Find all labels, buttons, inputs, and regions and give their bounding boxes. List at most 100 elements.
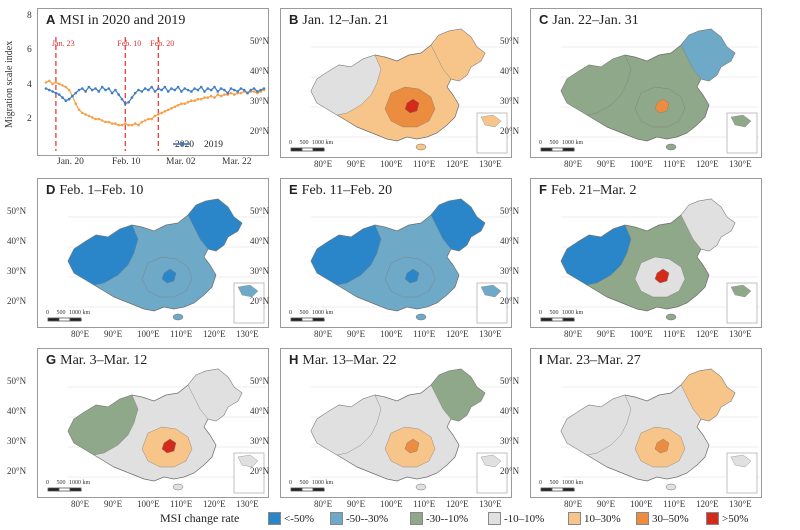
lat-tick-label: 30°N [250,96,270,106]
legend-item-10-30: 10–30% [568,512,621,525]
map-region-hotspot [654,268,670,284]
lon-tick-label: 100°E [630,329,653,339]
event-annotation: Feb. 10 [117,39,141,48]
series-point-2019 [252,87,256,90]
series-point-2019 [140,90,144,93]
event-annotation: Feb. 20 [150,39,174,48]
map-panel-h: H Mar. 13–Mar. 22 0 500 1 [280,348,512,498]
map-region-northeast [430,368,486,422]
panel-a-title-text: MSI in 2020 and 2019 [59,13,186,28]
lon-tick-label: 130°E [236,499,259,509]
series-point-2019 [173,88,177,92]
lon-tick-label: 80°E [314,499,333,509]
scale-bar [540,487,575,492]
china-map [290,28,509,154]
legend-item-50-30: -50--30% [330,512,388,525]
series-point-2020 [110,122,114,125]
series-point-2019 [120,97,124,101]
scale-km: km [325,480,334,486]
lat-tick-label: 30°N [7,266,27,276]
lon-tick-label: 110°E [663,329,686,339]
scale-1000: 1000 [562,480,574,486]
series-point-2019 [170,87,173,90]
map-panel-title: B Jan. 12–Jan. 21 [289,12,389,29]
scale-labels: 0 500 1000 km [289,480,333,486]
series-point-2020 [199,97,203,101]
series-point-2019 [87,85,91,89]
series-point-2019 [74,91,77,95]
series-point-2019 [114,88,117,92]
legend-label: -50--30% [346,512,389,525]
inset-coastline [730,114,752,128]
scale-labels: 0 500 1000 km [539,310,583,316]
legend-swatch [488,512,501,525]
map-region-west [67,394,139,456]
lat-tick-label: 30°N [250,266,270,276]
series-point-2020 [183,102,186,105]
series-point-2019 [219,87,223,90]
series-point-2020 [213,96,216,99]
panel-a-title: A MSI in 2020 and 2019 [46,12,185,29]
lon-tick-label: 90°E [347,329,366,339]
map-panel-letter: B [289,12,299,27]
series-point-2019 [203,90,206,93]
map-region-hotspot [404,268,420,284]
scale-0: 0 [46,310,49,316]
series-point-2020 [120,123,124,127]
lat-tick-label: 50°N [500,206,520,216]
legend-item-10-10: -10–10% [488,512,544,525]
china-map [290,198,509,324]
lat-tick-label: 50°N [250,36,270,46]
event-annotation: Jan. 23 [52,39,75,48]
map-region-west [310,54,382,116]
series-point-2020 [203,96,206,99]
scale-500: 500 [549,140,559,146]
series-point-2020 [166,108,170,112]
hainan-island [665,483,677,491]
lon-tick-label: 100°E [380,499,403,509]
map-region-northeast [680,28,736,82]
ytick-2: 2 [27,114,32,124]
china-map [540,198,759,324]
map-region-northeast [187,368,243,422]
series-point-2019 [176,85,180,89]
scale-bar [47,317,82,322]
map-panel-g: G Mar. 3–Mar. 12 0 500 10 [37,348,269,498]
map-panel-title: F Feb. 21–Mar. 2 [539,182,637,199]
map-panel-title: I Mar. 23–Mar. 27 [539,352,641,369]
series-point-2019 [51,90,54,93]
scale-labels: 0 500 1000 km [289,140,333,146]
hainan-island [415,313,427,321]
scale-500: 500 [56,480,66,486]
ytick-4: 4 [27,80,32,90]
lon-tick-label: 110°E [170,499,193,509]
series-point-2019 [147,88,150,92]
series-point-2019 [256,90,259,93]
panel-a-chart: A MSI in 2020 and 2019 Jan. 23 Feb. 10 Feb.… [37,8,269,156]
map-region-northeast [680,198,736,252]
scale-500: 500 [56,310,66,316]
map-region-hotspot [654,98,670,114]
series-point-2019 [242,88,246,92]
china-map [540,28,759,154]
series-point-2020 [90,116,94,119]
series-point-2019 [190,90,193,93]
series-point-2020 [193,99,196,102]
lon-tick-label: 130°E [479,329,502,339]
series-point-2020 [87,114,91,118]
series-point-2020 [196,97,200,101]
scale-500: 500 [299,480,309,486]
hainan-island [665,143,677,151]
lon-tick-label: 110°E [413,329,436,339]
legend-item-gt-50: >50% [706,512,748,525]
ytick-8: 8 [27,11,32,21]
xtick-jan20: Jan. 20 [57,157,84,167]
legend-label: <-50% [284,512,315,525]
inset-coastline [237,454,259,468]
lon-tick-label: 110°E [170,329,193,339]
lon-tick-label: 80°E [71,329,90,339]
lon-tick-label: 110°E [413,499,436,509]
legend-swatch [410,512,423,525]
series-point-2020 [104,120,107,124]
series-point-2019 [233,88,236,92]
